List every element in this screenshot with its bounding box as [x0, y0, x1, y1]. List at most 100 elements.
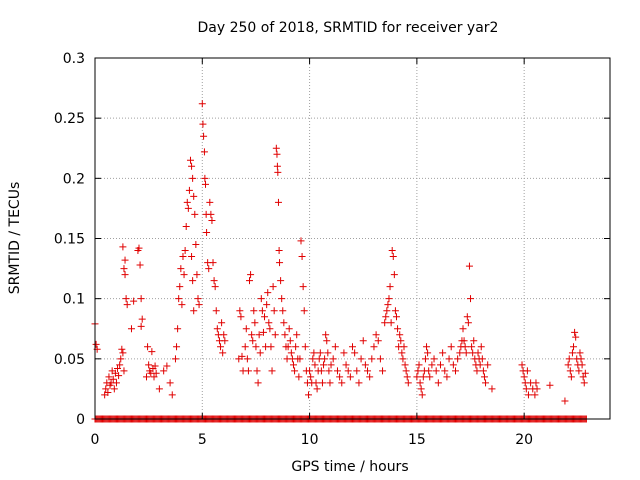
data-point — [434, 379, 442, 387]
y-tick-label: 0.25 — [54, 111, 85, 127]
x-axis-label: GPS time / hours — [291, 459, 408, 475]
data-point — [568, 349, 576, 357]
data-point — [323, 337, 331, 345]
data-point — [249, 337, 257, 345]
data-point — [256, 349, 264, 357]
data-point — [277, 277, 285, 285]
data-point — [300, 307, 308, 315]
data-point — [580, 379, 588, 387]
data-point — [219, 349, 227, 357]
data-point — [392, 313, 400, 321]
data-point — [432, 367, 440, 375]
data-point — [479, 367, 487, 375]
data-point — [456, 349, 464, 357]
y-tick-label: 0.05 — [54, 352, 85, 368]
data-point — [259, 328, 267, 336]
data-point — [116, 361, 124, 369]
y-tick-label: 0 — [76, 412, 85, 428]
data-point — [120, 265, 128, 273]
data-point — [366, 373, 374, 381]
data-point — [322, 331, 330, 339]
data-point — [518, 361, 526, 369]
data-point — [299, 283, 307, 291]
data-point — [467, 295, 475, 303]
data-point — [248, 331, 256, 339]
data-point — [298, 253, 306, 261]
data-point — [441, 367, 449, 375]
data-point — [306, 367, 314, 375]
data-point — [253, 367, 261, 375]
data-point — [414, 367, 422, 375]
data-point — [178, 301, 186, 309]
y-axis-label: SRMTID / TECUs — [7, 182, 23, 295]
data-point — [462, 349, 470, 357]
data-point — [570, 343, 578, 351]
data-point — [324, 349, 332, 357]
data-point — [419, 373, 427, 381]
data-point — [571, 328, 579, 336]
data-point — [385, 295, 393, 303]
data-point — [372, 331, 380, 339]
data-point — [477, 343, 485, 351]
data-point — [523, 367, 531, 375]
data-point — [476, 361, 484, 369]
data-point — [236, 307, 244, 315]
data-point — [454, 355, 462, 363]
data-point — [566, 367, 574, 375]
data-point — [176, 283, 184, 291]
data-point — [397, 337, 405, 345]
data-point — [447, 343, 455, 351]
data-point — [244, 367, 252, 375]
data-point — [424, 349, 432, 357]
data-point — [340, 349, 348, 357]
data-point — [387, 319, 395, 327]
data-point — [355, 379, 363, 387]
data-point — [579, 373, 587, 381]
x-tick-label: 20 — [515, 432, 533, 448]
data-point — [189, 277, 197, 285]
data-point — [404, 379, 412, 387]
data-point — [329, 355, 337, 363]
data-point — [280, 319, 288, 327]
data-point — [430, 355, 438, 363]
data-point — [425, 367, 433, 375]
data-point — [174, 325, 182, 333]
data-point — [364, 367, 372, 375]
data-point — [109, 375, 117, 383]
data-point — [251, 319, 259, 327]
data-point — [184, 204, 192, 212]
data-point — [276, 259, 284, 267]
data-point — [289, 361, 297, 369]
data-point — [217, 343, 225, 351]
data-point — [318, 379, 326, 387]
data-point — [268, 367, 276, 375]
data-point — [413, 373, 421, 381]
data-point — [327, 361, 335, 369]
data-point — [349, 343, 356, 351]
data-point — [200, 148, 208, 156]
data-point — [186, 156, 194, 164]
data-point — [398, 349, 406, 357]
data-point — [285, 325, 293, 333]
data-point — [400, 343, 408, 351]
data-point — [114, 364, 122, 372]
data-point — [188, 162, 196, 170]
data-point — [488, 385, 496, 393]
data-point — [254, 379, 262, 387]
data-point — [138, 315, 146, 323]
data-point — [567, 373, 575, 381]
data-point — [295, 373, 303, 381]
data-point — [389, 253, 397, 261]
data-point — [342, 361, 350, 369]
data-point — [247, 271, 255, 279]
x-tick-label: 5 — [198, 432, 207, 448]
data-point — [212, 307, 220, 315]
data-point — [379, 367, 387, 375]
data-point — [209, 259, 217, 267]
data-point — [331, 343, 339, 351]
data-point — [344, 367, 352, 375]
data-point — [143, 373, 150, 381]
data-point — [121, 256, 129, 264]
data-point — [287, 349, 295, 357]
data-point — [273, 150, 281, 158]
